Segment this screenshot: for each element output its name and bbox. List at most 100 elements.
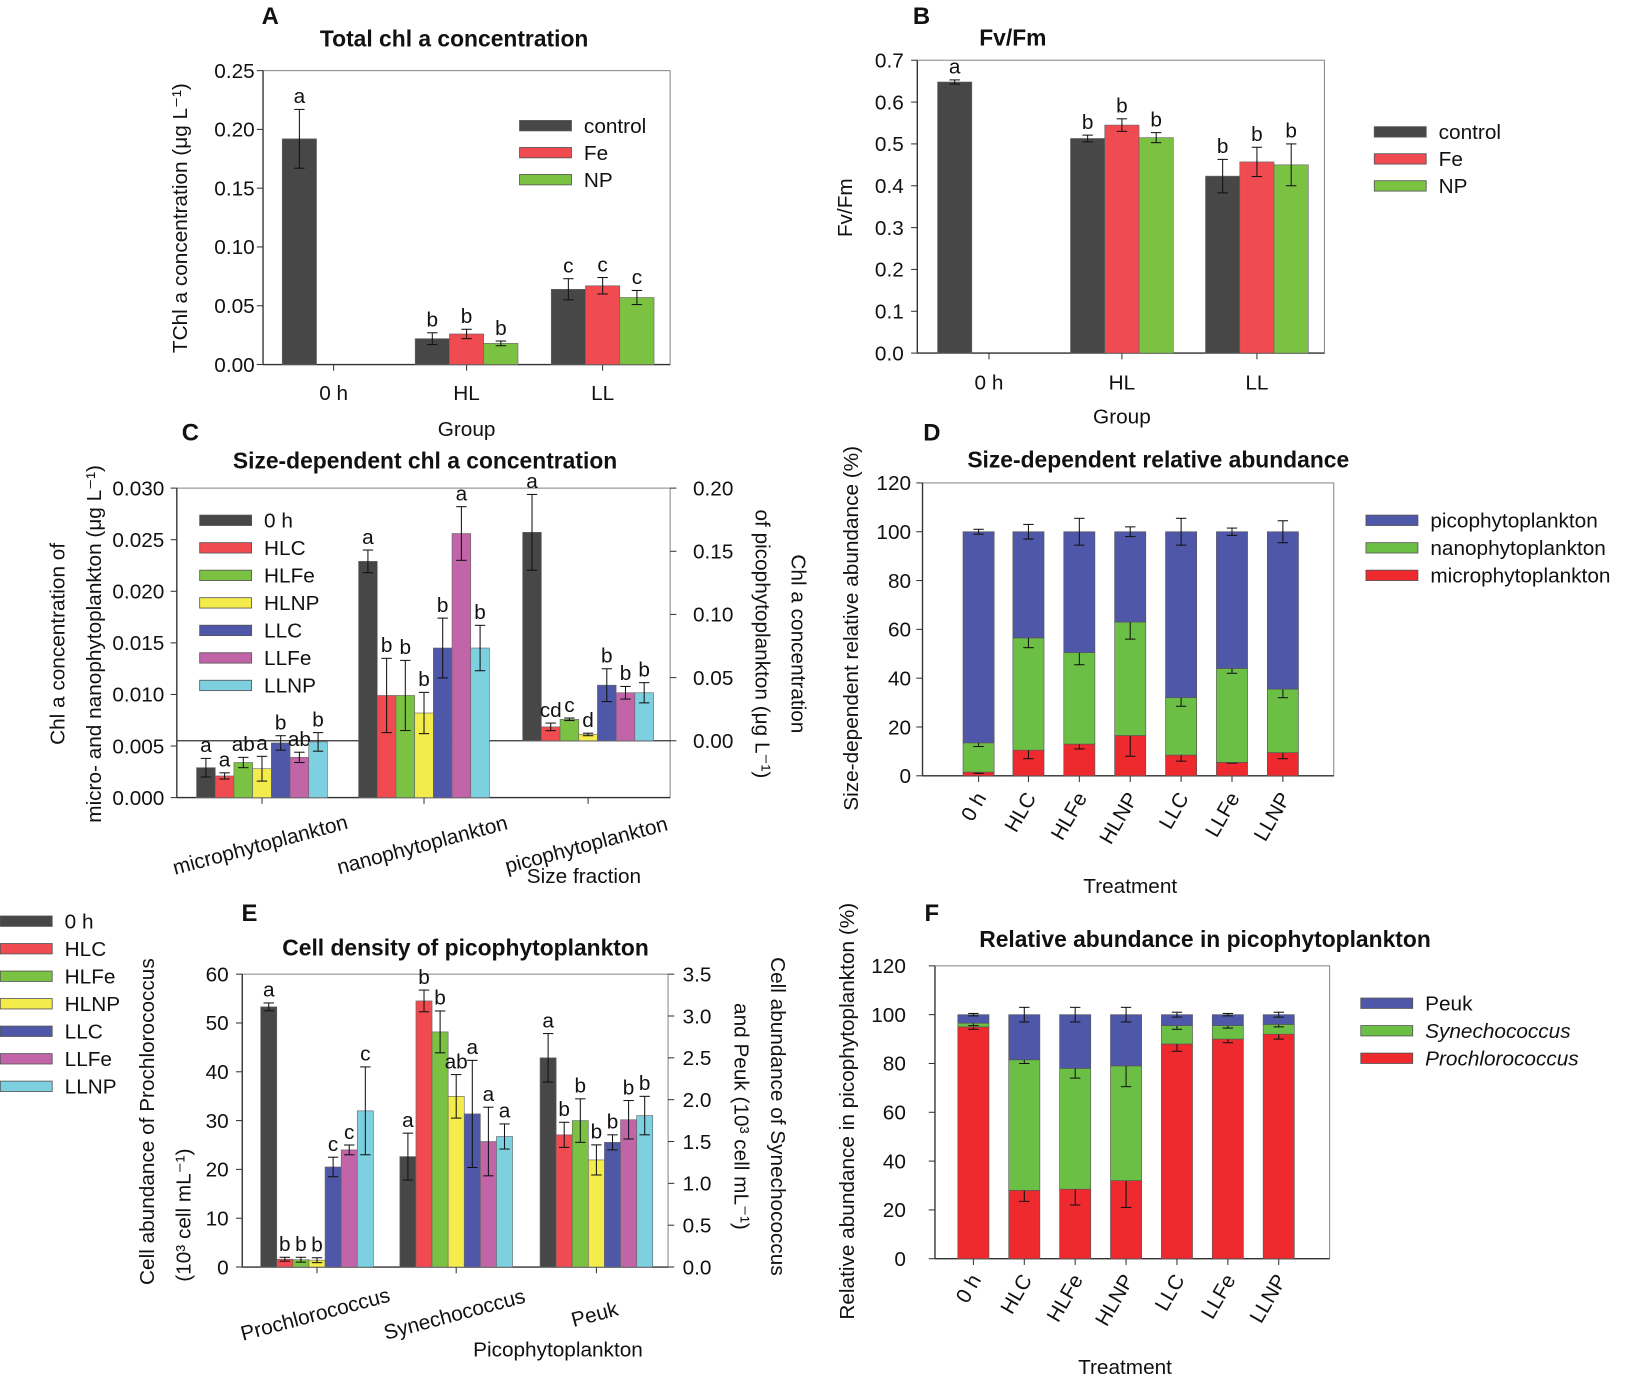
legend-swatch xyxy=(1360,997,1414,1009)
significance-letter: a xyxy=(219,749,231,772)
y-axis-label: Size-dependent relative abundance (%) xyxy=(840,446,863,811)
legend: 0 h HLC HLFe HLNP LLC LLFe LLNP xyxy=(0,910,120,1099)
y-axis-label: Relative abundance in picophytoplankton … xyxy=(836,903,859,1320)
y-tick-label: 0.00 xyxy=(214,354,254,377)
chart-title: Fv/Fm xyxy=(979,25,1046,51)
y2-tick-label: 2.0 xyxy=(683,1089,712,1112)
panel-d: D Size-dependent relative abundance 0 20 40 6… xyxy=(840,419,1610,898)
significance-letter: c xyxy=(344,1121,354,1144)
y-tick-label: 0.7 xyxy=(875,50,904,73)
bar-picophytoplankton xyxy=(1216,531,1248,669)
category-label: HL xyxy=(453,382,480,405)
significance-letter: b xyxy=(1082,111,1094,134)
y-axis-label: TChl a concentration (μg L⁻¹) xyxy=(169,83,192,353)
y-axis-label: Chl a concentration of xyxy=(47,543,70,745)
legend-label: Fe xyxy=(584,142,608,165)
y-tick-label: 0.005 xyxy=(112,735,164,758)
legend-label: Synechococcus xyxy=(1425,1020,1570,1043)
category-label: HLNP xyxy=(1091,1270,1139,1329)
category-label: LL xyxy=(1245,371,1268,394)
bar-prochlorococcus xyxy=(1262,1033,1295,1260)
y2-axis-label: of picophytoplankton (μg L⁻¹) xyxy=(750,509,773,778)
y2-tick-label: 2.5 xyxy=(683,1047,712,1070)
bar-hlnp xyxy=(588,1159,605,1268)
y-tick-label: 80 xyxy=(888,570,911,593)
bar-hlnp xyxy=(447,1096,465,1268)
bar-hlc xyxy=(415,1000,433,1268)
bar-llc xyxy=(604,1142,621,1268)
significance-letter: a xyxy=(499,1100,511,1123)
significance-letter: b xyxy=(591,1121,603,1144)
y-tick-label: 0.20 xyxy=(214,119,254,142)
significance-letter: ab xyxy=(232,733,255,756)
y-axis-label: Cell abundance of Prochlorococcus xyxy=(136,958,159,1285)
y2-axis-label: Cell abundance of Synechococcus xyxy=(766,957,789,1276)
category-label: LL xyxy=(591,382,614,405)
y2-tick-label: 0.20 xyxy=(693,477,733,500)
legend-swatch xyxy=(0,970,53,982)
y-tick-label: 0.0 xyxy=(875,342,904,365)
category-label: LLC xyxy=(1155,789,1194,834)
y-tick-label: 0.000 xyxy=(112,787,164,810)
bar-llc xyxy=(271,742,291,798)
x-axis-label: Treatment xyxy=(1083,875,1177,898)
significance-letter: b xyxy=(312,708,324,731)
y-axis-label: micro- and nanophytoplankton (μg L⁻¹) xyxy=(83,465,106,823)
legend-swatch xyxy=(199,624,253,637)
bar-prochlorococcus xyxy=(1211,1038,1244,1260)
legend-swatch xyxy=(199,679,253,692)
legend-swatch xyxy=(199,569,253,581)
legend-label: control xyxy=(1439,121,1501,144)
bar-llfe xyxy=(615,692,636,742)
legend-swatch xyxy=(0,1080,53,1092)
category-label: Peuk xyxy=(569,1297,621,1332)
category-label: LLFe xyxy=(1197,1270,1241,1323)
y-tick-label: 0.020 xyxy=(112,581,164,604)
significance-letter: a xyxy=(200,734,212,757)
significance-letter: b xyxy=(1251,123,1263,146)
legend-swatch xyxy=(519,147,572,159)
legend: Peuk Synechococcus Prochlorococcus xyxy=(1360,993,1579,1071)
legend-swatch xyxy=(1365,542,1419,554)
panel-b: B Fv/Fm 0.0 0.1 0.2 0.3 0.4 0.5 0.6 0.7 Fv/Fm Group… xyxy=(834,3,1501,429)
significance-letter: a xyxy=(467,1036,479,1059)
panel-letter: F xyxy=(925,900,940,927)
significance-letter: a xyxy=(542,1009,554,1032)
bar-microphytoplankton xyxy=(1216,762,1248,777)
y-tick-label: 60 xyxy=(206,963,229,986)
significance-letter: b xyxy=(279,1233,291,1256)
category-label: HLC xyxy=(996,1270,1037,1317)
y-tick-label: 0.2 xyxy=(875,259,904,282)
significance-letter: b xyxy=(427,309,439,332)
significance-letter: ab xyxy=(288,728,311,751)
legend-label: Fe xyxy=(1439,148,1463,171)
y-tick-label: 20 xyxy=(888,716,911,739)
legend-label: LLFe xyxy=(264,647,311,670)
x-axis-label: Group xyxy=(1093,406,1151,429)
significance-letter: c xyxy=(632,266,642,289)
y-tick-label: 120 xyxy=(871,955,906,978)
bar-llfe xyxy=(451,533,472,798)
y-tick-label: 40 xyxy=(888,667,911,690)
bar-control xyxy=(1205,175,1241,354)
legend-label: picophytoplankton xyxy=(1430,510,1597,533)
significance-letter: c xyxy=(360,1043,370,1066)
bar-llnp xyxy=(636,1115,654,1268)
legend-swatch xyxy=(1360,1052,1414,1064)
legend-swatch xyxy=(519,174,572,186)
y-tick-label: 0.05 xyxy=(214,295,254,318)
legend: picophytoplankton nanophytoplankton microp… xyxy=(1365,510,1610,588)
bar-llfe xyxy=(620,1119,637,1268)
significance-letter: b xyxy=(400,636,412,659)
y2-tick-label: 3.0 xyxy=(683,1005,712,1028)
bar-control xyxy=(281,138,317,365)
bar-picophytoplankton xyxy=(1266,531,1299,690)
panel-a: A Total chl a concentration 0.00 0.05 0.10 0.… xyxy=(169,3,671,441)
legend: control Fe NP xyxy=(519,115,646,192)
significance-letter: b xyxy=(639,1072,651,1095)
bar-nanophytoplankton xyxy=(1063,652,1096,745)
bar-picophytoplankton xyxy=(1114,531,1147,623)
category-label: 0 h xyxy=(952,1270,986,1307)
y-tick-label: 0.4 xyxy=(875,175,904,198)
